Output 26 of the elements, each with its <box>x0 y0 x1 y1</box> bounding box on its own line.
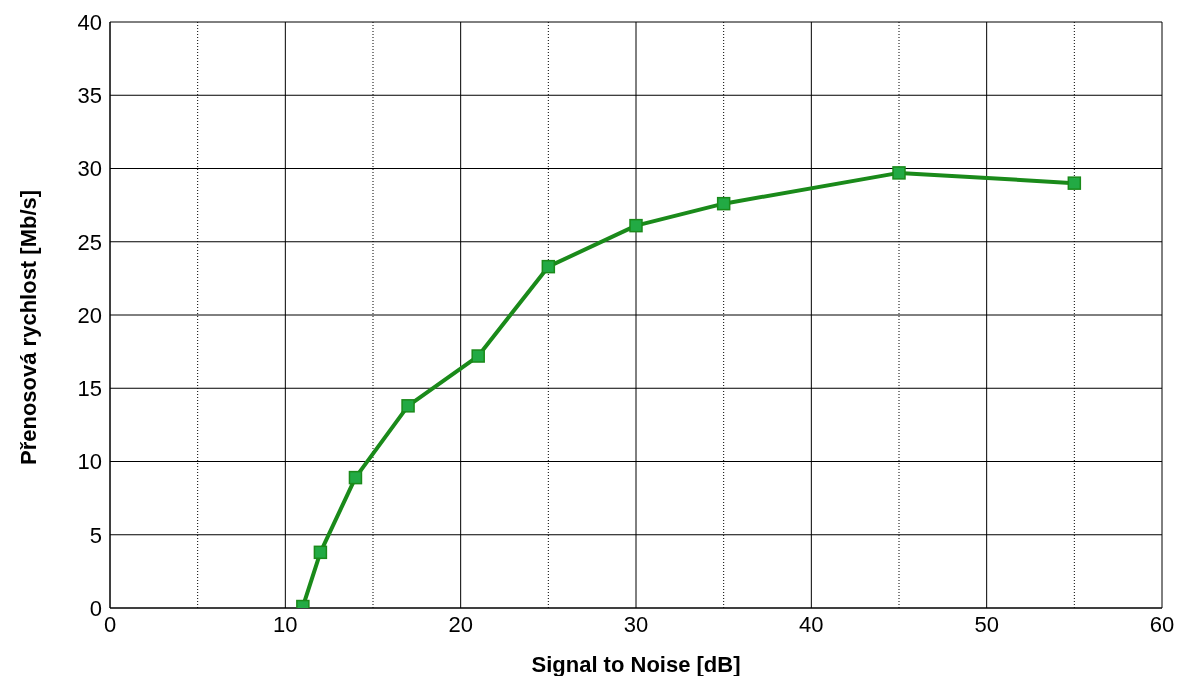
x-tick-label: 10 <box>273 611 298 637</box>
y-tick-label: 15 <box>77 376 102 402</box>
y-tick-label: 40 <box>77 9 102 35</box>
y-tick-label: 5 <box>89 522 102 548</box>
x-tick-label: 50 <box>974 611 999 637</box>
x-tick-label: 30 <box>623 611 649 637</box>
y-tick-label: 30 <box>77 156 102 182</box>
point <box>313 545 328 560</box>
y-tick-label: 25 <box>77 229 102 255</box>
point <box>471 349 485 363</box>
x-tick-label: 40 <box>799 611 824 637</box>
y-axis-title: Přenosová rychlost [Mb/s] <box>15 189 41 465</box>
y-tick-label: 10 <box>77 449 102 475</box>
point <box>401 399 415 413</box>
x-tick-label: 20 <box>448 611 473 637</box>
x-tick-label: 60 <box>1149 611 1175 637</box>
y-tick-label: 35 <box>77 83 102 109</box>
y-tick-label: 20 <box>77 302 102 328</box>
point <box>1067 176 1082 190</box>
point <box>348 470 363 485</box>
point <box>716 196 731 211</box>
point <box>541 259 556 274</box>
point <box>629 218 643 233</box>
y-tick-label: 0 <box>89 595 102 621</box>
x-axis-title: Signal to Noise [dB] <box>531 652 741 677</box>
point <box>892 166 906 180</box>
